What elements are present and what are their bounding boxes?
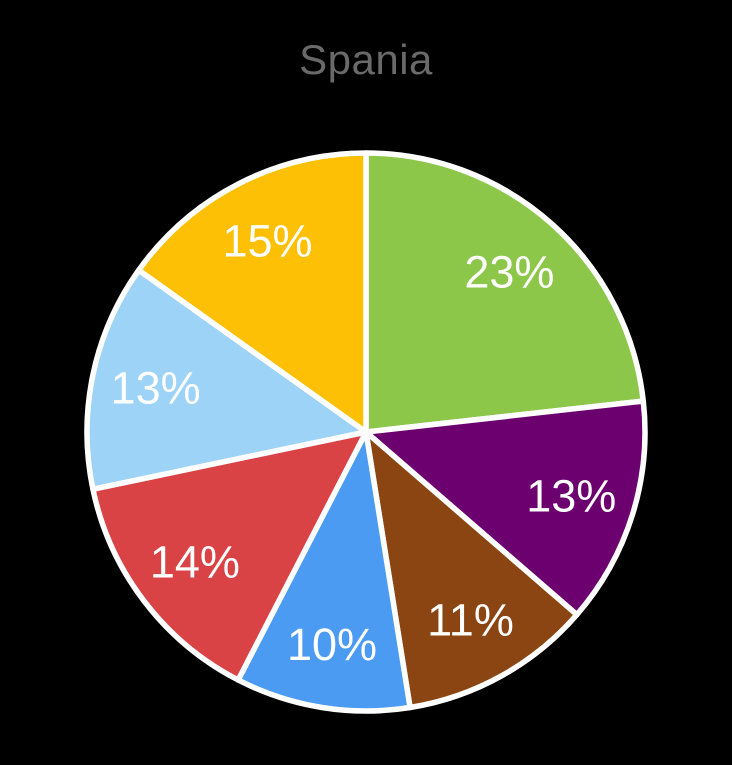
- slice-label-red: 14%: [150, 537, 240, 588]
- pie-slice-light-blue[interactable]: [84, 267, 369, 492]
- chart-title: Spania: [299, 36, 433, 83]
- slice-label-blue: 10%: [287, 619, 377, 670]
- pie-slice-gold[interactable]: [135, 150, 369, 435]
- pie-slice-purple[interactable]: [363, 398, 648, 618]
- slice-label-green: 23%: [464, 246, 554, 297]
- pie-slice-red[interactable]: [90, 429, 369, 683]
- slice-label-light-blue: 13%: [111, 363, 201, 414]
- slice-label-brown: 11%: [427, 594, 514, 645]
- slice-label-purple: 13%: [526, 470, 616, 521]
- pie-slice-brown[interactable]: [363, 429, 580, 711]
- pie-slice-blue[interactable]: [235, 429, 413, 714]
- slice-label-gold: 15%: [222, 215, 312, 266]
- pie-slice-green[interactable]: [363, 150, 647, 435]
